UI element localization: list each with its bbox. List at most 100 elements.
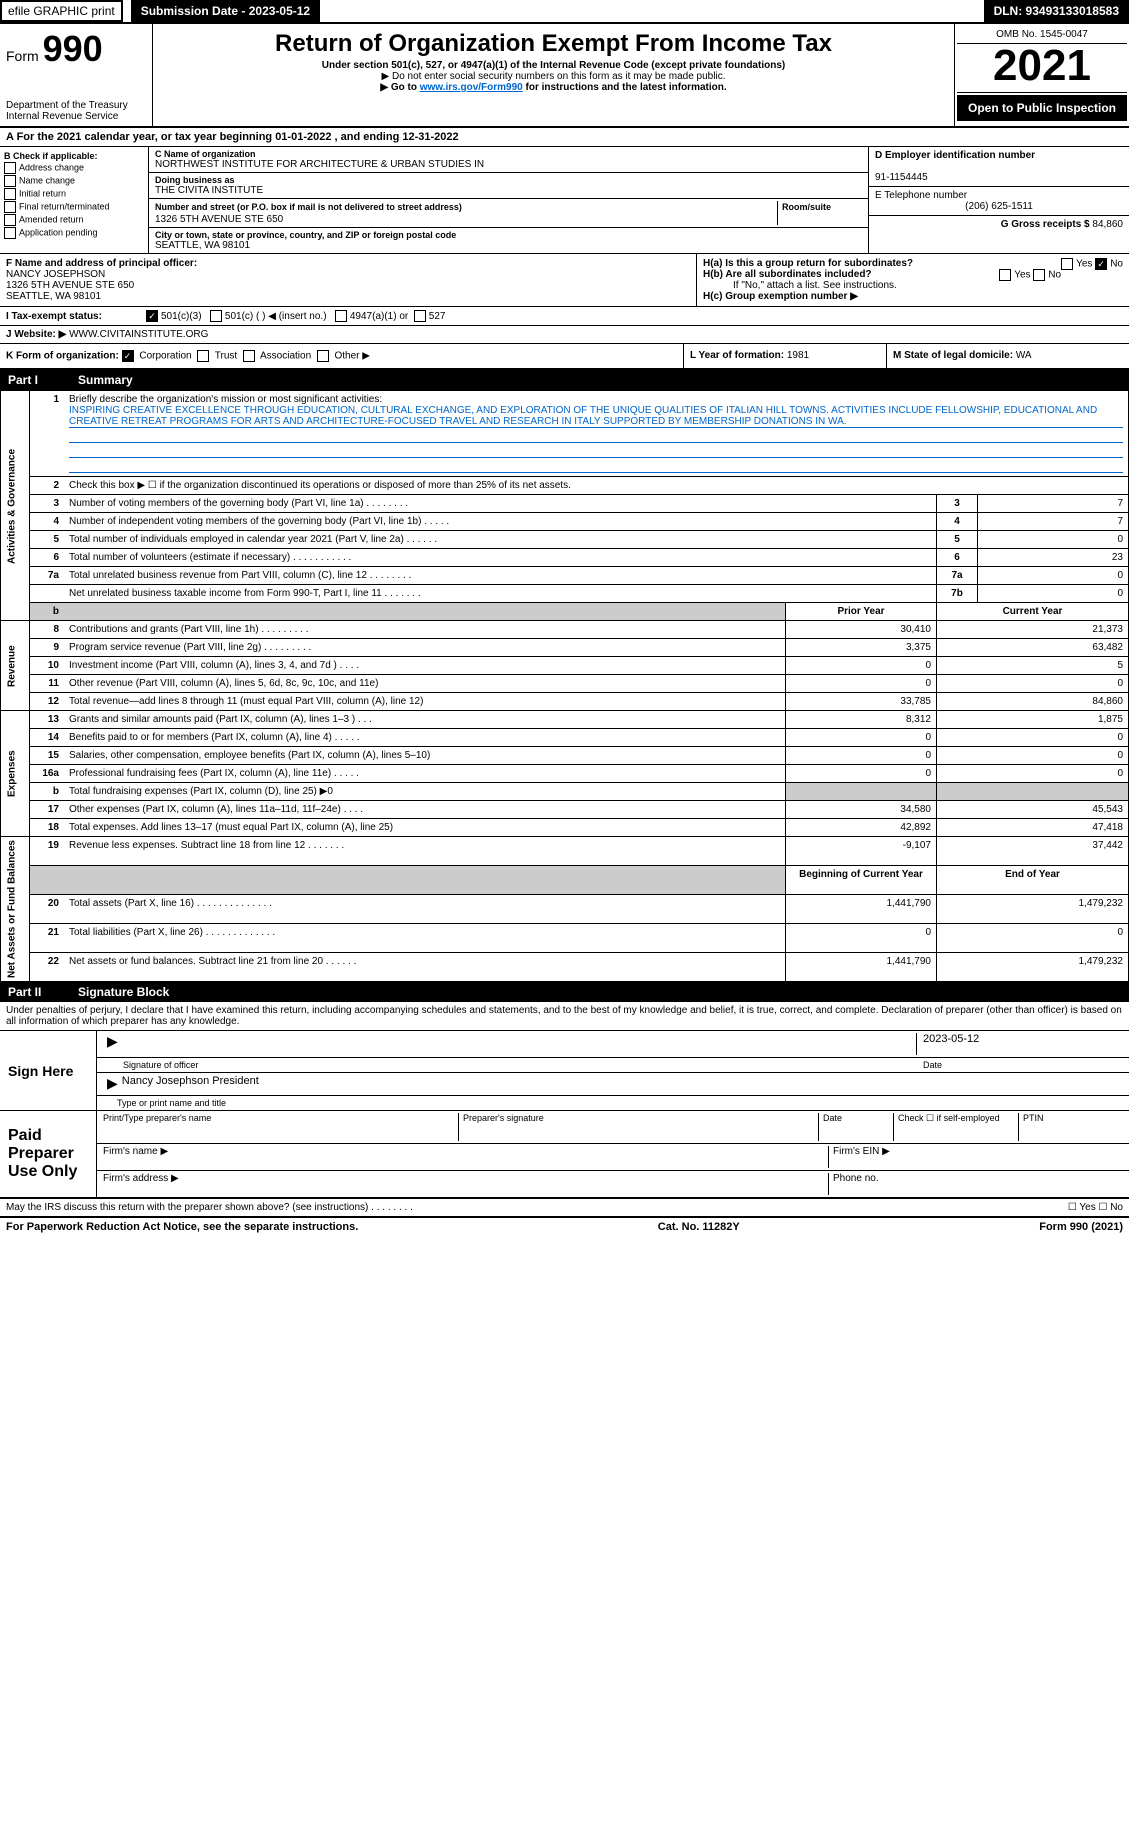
arrow-icon: ▶ xyxy=(107,1075,118,1093)
firm-name-label: Firm's name ▶ xyxy=(103,1146,828,1168)
val4: 7 xyxy=(978,513,1129,531)
ha-label: H(a) Is this a group return for subordin… xyxy=(703,258,913,269)
preparer-row: Paid Preparer Use Only Print/Type prepar… xyxy=(0,1111,1129,1198)
line3: Number of voting members of the governin… xyxy=(64,495,937,513)
line1-label: Briefly describe the organization's miss… xyxy=(69,394,382,405)
line22: Net assets or fund balances. Subtract li… xyxy=(64,953,786,982)
header-right: OMB No. 1545-0047 2021 Open to Public In… xyxy=(954,24,1129,126)
checkbox-icon[interactable] xyxy=(414,310,426,322)
r8-current: 21,373 xyxy=(937,621,1129,639)
checkbox-icon[interactable] xyxy=(4,201,16,213)
val6: 23 xyxy=(978,549,1129,567)
line-num: 18 xyxy=(30,819,65,837)
city-value: SEATTLE, WA 98101 xyxy=(155,240,862,251)
checkbox-icon[interactable] xyxy=(1061,258,1073,270)
discuss-row: May the IRS discuss this return with the… xyxy=(0,1198,1129,1217)
top-bar: efile GRAPHIC print Submission Date - 20… xyxy=(0,0,1129,24)
line14: Benefits paid to or for members (Part IX… xyxy=(64,729,786,747)
r13-current: 1,875 xyxy=(937,711,1129,729)
line-num: 11 xyxy=(30,675,65,693)
opt-501c3: 501(c)(3) xyxy=(161,311,202,322)
box-j: J Website: ▶ WWW.CIVITAINSTITUTE.ORG xyxy=(0,326,1129,344)
opt-501c: 501(c) ( ) ◀ (insert no.) xyxy=(225,311,327,322)
line-num: 10 xyxy=(30,657,65,675)
line16a: Professional fundraising fees (Part IX, … xyxy=(64,765,786,783)
efile-button[interactable]: efile GRAPHIC print xyxy=(0,0,123,22)
row-a-tax-year: A For the 2021 calendar year, or tax yea… xyxy=(0,128,1129,147)
checkbox-icon[interactable] xyxy=(4,214,16,226)
sign-here-row: Sign Here ▶ 2023-05-12 Signature of offi… xyxy=(0,1031,1129,1111)
ref-num: 7a xyxy=(937,567,978,585)
checkbox-icon[interactable] xyxy=(4,162,16,174)
hc-label: H(c) Group exemption number ▶ xyxy=(703,291,858,302)
checkbox-checked-icon[interactable]: ✓ xyxy=(1095,258,1107,270)
checkbox-icon[interactable] xyxy=(335,310,347,322)
officer-name-title: Nancy Josephson President xyxy=(122,1075,259,1093)
r11-prior: 0 xyxy=(786,675,937,693)
checkbox-icon[interactable] xyxy=(1033,269,1045,281)
checkbox-icon[interactable] xyxy=(197,350,209,362)
val3: 7 xyxy=(978,495,1129,513)
tab-governance: Activities & Governance xyxy=(1,391,30,621)
form-title: Return of Organization Exempt From Incom… xyxy=(159,30,948,58)
irs-link[interactable]: www.irs.gov/Form990 xyxy=(420,82,523,93)
checkbox-icon[interactable] xyxy=(243,350,255,362)
phone-label: Phone no. xyxy=(828,1173,1123,1195)
line-num xyxy=(30,585,65,603)
box-b: B Check if applicable: Address change Na… xyxy=(0,147,149,253)
checkbox-icon[interactable] xyxy=(4,227,16,239)
line5: Total number of individuals employed in … xyxy=(64,531,937,549)
checkbox-icon[interactable] xyxy=(4,175,16,187)
part2-header: Part II Signature Block xyxy=(0,982,1129,1002)
website-value: WWW.CIVITAINSTITUTE.ORG xyxy=(69,329,208,340)
sign-date: 2023-05-12 xyxy=(916,1033,1123,1055)
blank-num xyxy=(30,866,65,895)
checkbox-icon[interactable] xyxy=(4,188,16,200)
r15-current: 0 xyxy=(937,747,1129,765)
checkbox-icon[interactable] xyxy=(210,310,222,322)
form-number: 990 xyxy=(43,28,103,69)
checkbox-checked-icon[interactable]: ✓ xyxy=(146,310,158,322)
checkbox-icon[interactable] xyxy=(999,269,1011,281)
current-year-header: Current Year xyxy=(937,603,1129,621)
line1-cell: Briefly describe the organization's miss… xyxy=(64,391,1129,477)
line-num: b xyxy=(30,783,65,801)
form-ref: Form 990 (2021) xyxy=(1039,1221,1123,1233)
cb-application: Application pending xyxy=(19,227,98,237)
line-num: 8 xyxy=(30,621,65,639)
tab-revenue: Revenue xyxy=(1,621,30,711)
blank-desc xyxy=(64,866,786,895)
mission-text: INSPIRING CREATIVE EXCELLENCE THROUGH ED… xyxy=(69,405,1123,428)
form-note1: ▶ Do not enter social security numbers o… xyxy=(159,71,948,82)
checkbox-icon[interactable] xyxy=(317,350,329,362)
dba-value: THE CIVITA INSTITUTE xyxy=(155,185,862,196)
form-header: Form 990 Department of the Treasury Inte… xyxy=(0,24,1129,128)
mission-blank xyxy=(69,428,1123,443)
r18-current: 47,418 xyxy=(937,819,1129,837)
r10-prior: 0 xyxy=(786,657,937,675)
opt-assoc: Association xyxy=(260,351,311,362)
ref-num: 6 xyxy=(937,549,978,567)
line-num: 9 xyxy=(30,639,65,657)
section-identity: B Check if applicable: Address change Na… xyxy=(0,147,1129,254)
line-num: 17 xyxy=(30,801,65,819)
box-m-label: M State of legal domicile: xyxy=(893,350,1013,361)
submission-date-button[interactable]: Submission Date - 2023-05-12 xyxy=(131,0,320,22)
r16a-current: 0 xyxy=(937,765,1129,783)
begin-year-header: Beginning of Current Year xyxy=(786,866,937,895)
line-num: 2 xyxy=(30,477,65,495)
paperwork-notice: For Paperwork Reduction Act Notice, see … xyxy=(6,1221,358,1233)
part2-title: Signature Block xyxy=(78,985,169,999)
val5: 0 xyxy=(978,531,1129,549)
r12-current: 84,860 xyxy=(937,693,1129,711)
r17-prior: 34,580 xyxy=(786,801,937,819)
line19: Revenue less expenses. Subtract line 18 … xyxy=(64,837,786,866)
r16b-current xyxy=(937,783,1129,801)
firm-ein-label: Firm's EIN ▶ xyxy=(828,1146,1123,1168)
checkbox-checked-icon[interactable]: ✓ xyxy=(122,350,134,362)
box-l: L Year of formation: 1981 xyxy=(684,344,887,368)
r11-current: 0 xyxy=(937,675,1129,693)
header-center: Return of Organization Exempt From Incom… xyxy=(153,24,954,126)
r18-prior: 42,892 xyxy=(786,819,937,837)
box-f-label: F Name and address of principal officer: xyxy=(6,258,197,269)
